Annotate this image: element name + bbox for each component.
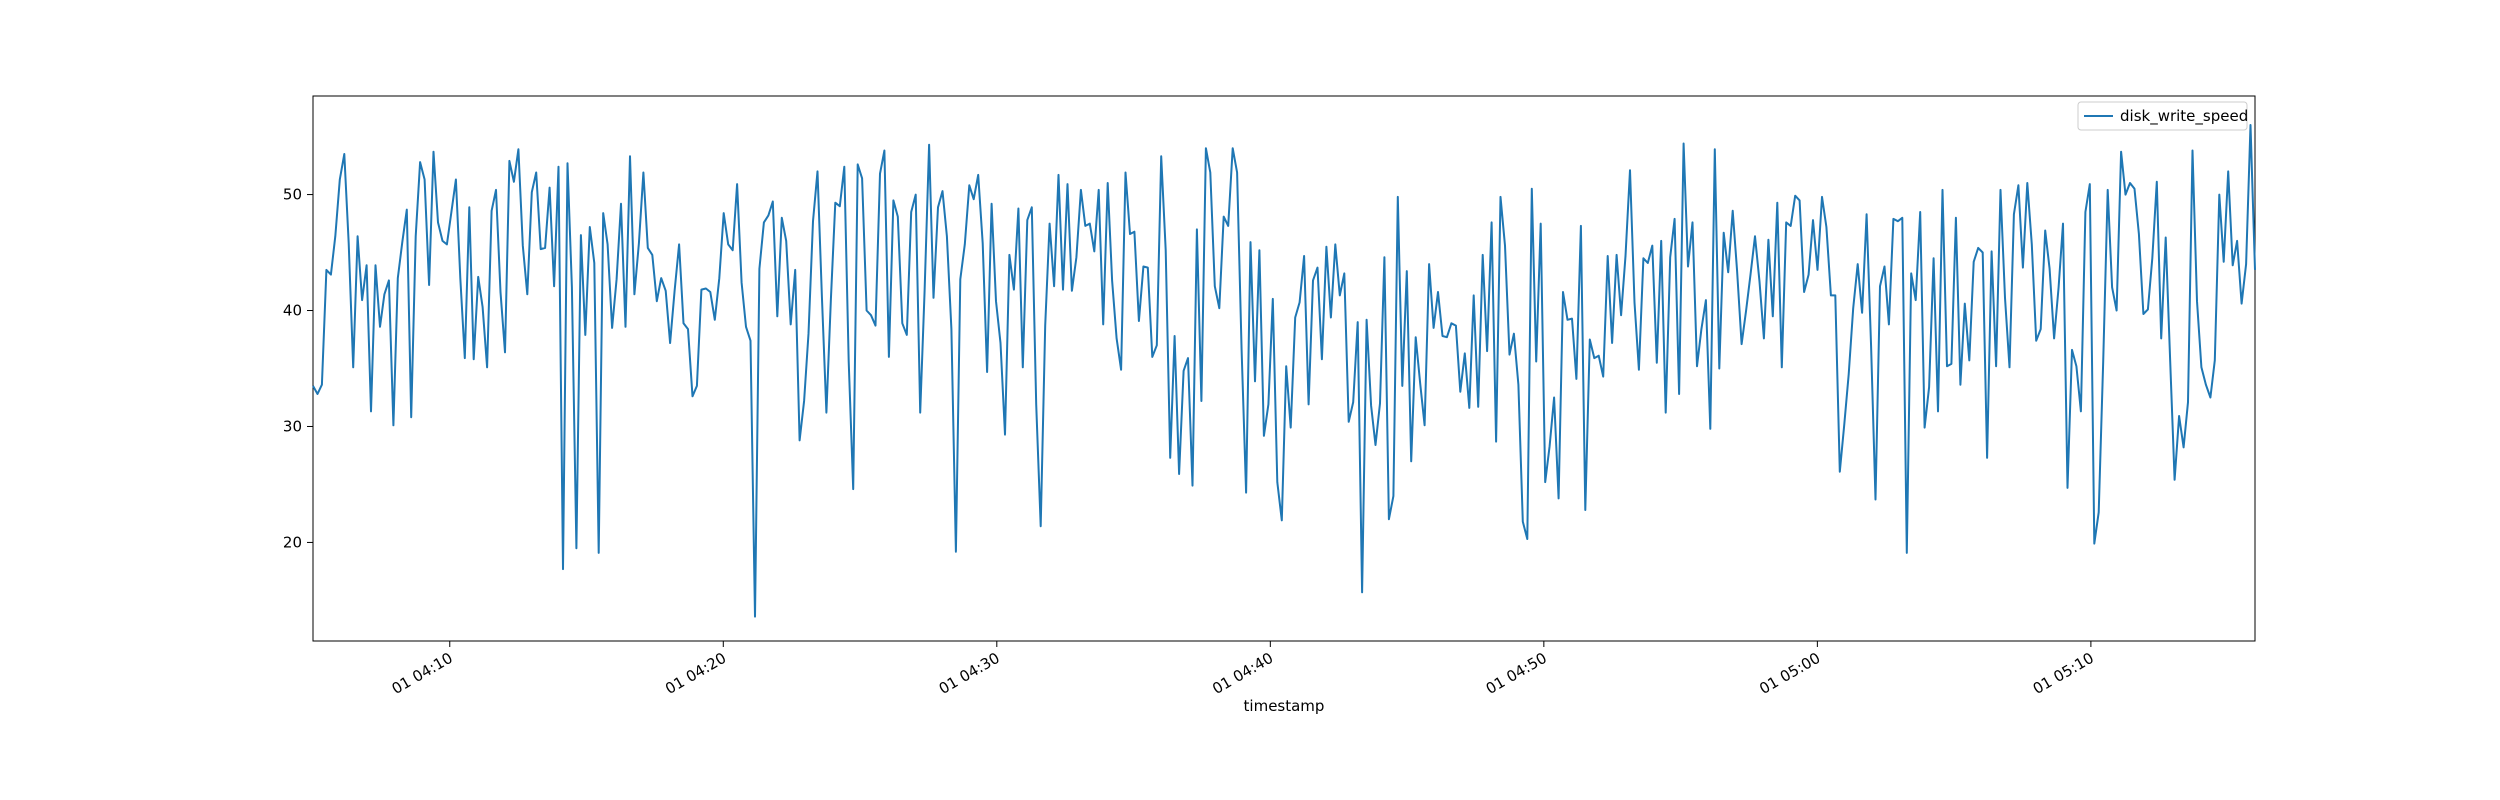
y-tick-label: 30 bbox=[283, 417, 302, 435]
y-tick-label: 50 bbox=[283, 186, 302, 204]
x-tick-label: 01 04:20 bbox=[662, 649, 729, 698]
x-tick-label: 01 05:00 bbox=[1756, 649, 1823, 698]
series-line-disk-write-speed bbox=[312, 124, 2256, 618]
x-tick-label: 01 04:50 bbox=[1483, 649, 1550, 698]
x-tick-label: 01 04:40 bbox=[1209, 649, 1276, 698]
legend-box bbox=[2077, 101, 2248, 131]
plot-area bbox=[312, 95, 2256, 642]
x-tick-label: 01 05:10 bbox=[2030, 649, 2097, 698]
x-tick-label: 01 04:30 bbox=[936, 649, 1003, 698]
x-tick-label: 01 04:10 bbox=[389, 649, 456, 698]
x-axis-title: timestamp bbox=[1244, 697, 1325, 715]
legend: disk_write_speed bbox=[2077, 101, 2248, 131]
plot-frame bbox=[312, 95, 2256, 642]
y-axis: 20 30 40 50 bbox=[283, 186, 313, 551]
y-tick-label: 20 bbox=[283, 533, 302, 551]
x-axis: 01 04:10 01 04:20 01 04:30 01 04:40 01 04:50… bbox=[389, 641, 2097, 698]
legend-label: disk_write_speed bbox=[2120, 107, 2248, 126]
y-tick-label: 40 bbox=[283, 302, 302, 320]
